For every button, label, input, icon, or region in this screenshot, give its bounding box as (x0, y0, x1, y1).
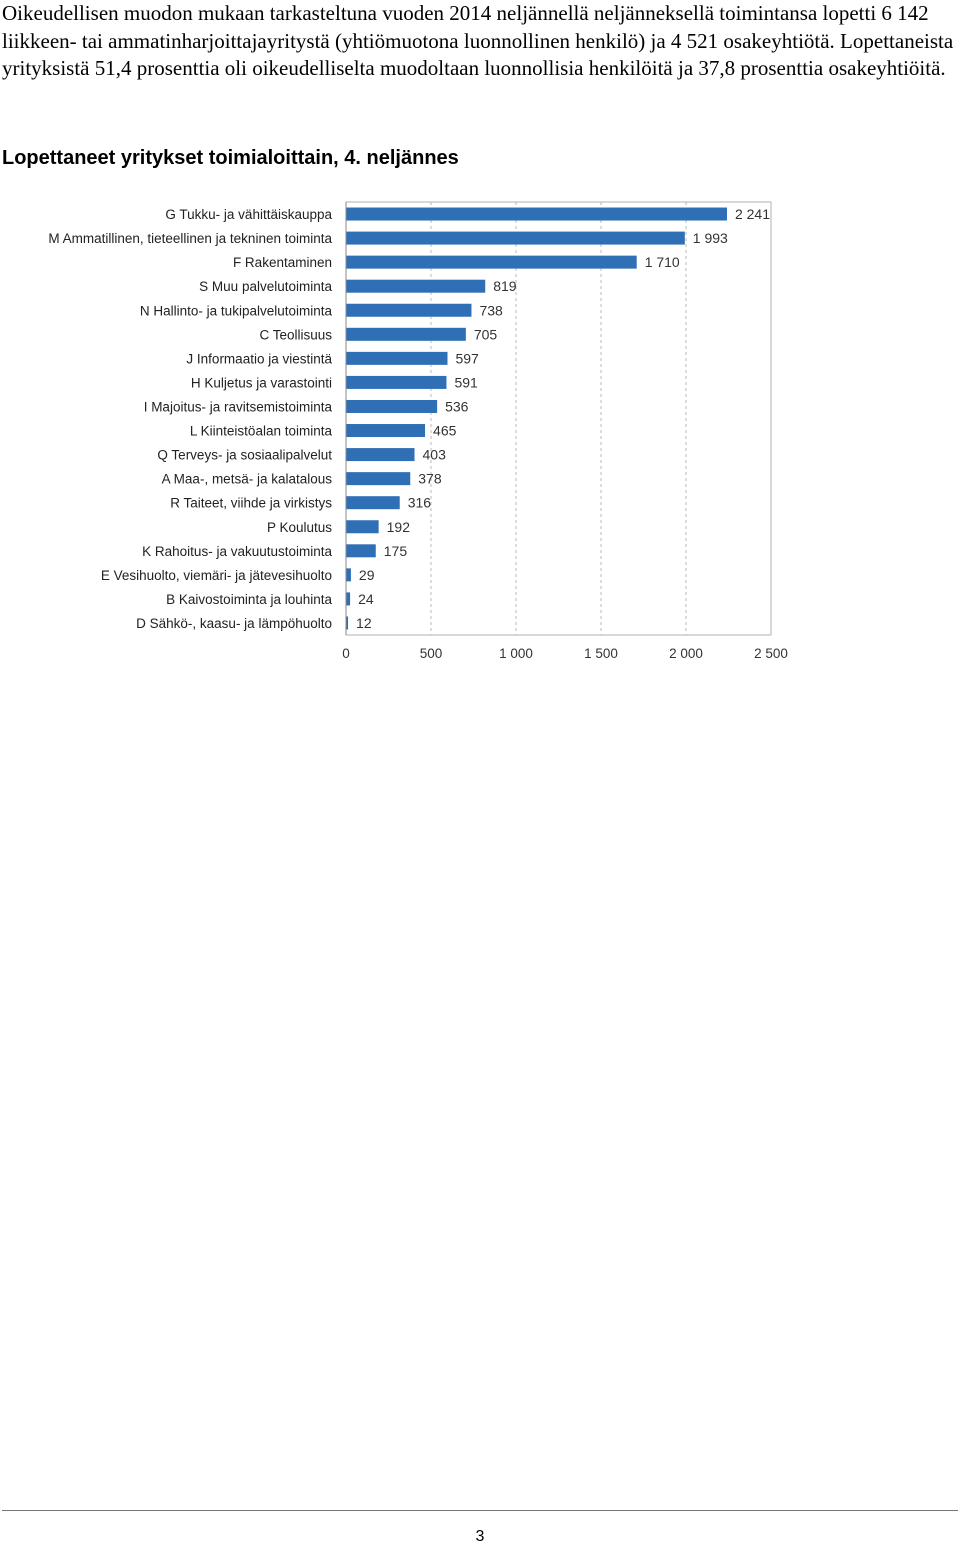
bar (346, 303, 472, 317)
x-tick-label: 0 (342, 646, 350, 661)
x-tick-label: 1 000 (499, 646, 533, 661)
category-label: P Koulutus (267, 520, 332, 535)
category-label: M Ammatillinen, tieteellinen ja tekninen… (48, 231, 332, 246)
category-label: L Kiinteistöalan toiminta (190, 424, 333, 439)
bar (346, 207, 727, 221)
bar (346, 544, 376, 558)
category-label: C Teollisuus (259, 327, 332, 342)
category-label: B Kaivostoiminta ja louhinta (166, 592, 332, 607)
category-label: S Muu palvelutoiminta (199, 279, 332, 294)
category-label: N Hallinto- ja tukipalvelutoiminta (140, 303, 333, 318)
bar (346, 520, 379, 534)
category-label: R Taiteet, viihde ja virkistys (170, 496, 332, 511)
bar (346, 496, 400, 510)
bar (346, 255, 637, 269)
page-number: 3 (475, 1528, 485, 1545)
bar (346, 231, 685, 245)
data-label: 378 (418, 471, 442, 487)
data-label: 819 (493, 278, 517, 294)
data-label: 192 (387, 519, 411, 535)
footer-divider (2, 1510, 958, 1511)
bar (346, 448, 415, 462)
category-label: I Majoitus- ja ravitsemistoiminta (144, 399, 333, 414)
bar (346, 472, 411, 486)
bar (346, 327, 466, 341)
intro-paragraph: Oikeudellisen muodon mukaan tarkasteltun… (2, 1, 954, 80)
bar (346, 568, 351, 582)
category-label: J Informaatio ja viestintä (186, 351, 332, 366)
x-tick-label: 1 500 (584, 646, 618, 661)
data-label: 738 (479, 302, 503, 318)
data-label: 705 (474, 326, 498, 342)
data-label: 465 (433, 423, 457, 439)
bar (346, 279, 486, 293)
data-label: 175 (384, 543, 408, 559)
bar (346, 424, 426, 438)
bar (346, 616, 349, 630)
data-label: 316 (408, 495, 432, 511)
category-label: Q Terveys- ja sosiaalipalvelut (157, 448, 332, 463)
data-label: 1 710 (645, 254, 680, 270)
category-label: E Vesihuolto, viemäri- ja jätevesihuolto (101, 568, 332, 583)
data-label: 597 (455, 350, 479, 366)
plot-frame (345, 201, 772, 636)
category-label: G Tukku- ja vähittäiskauppa (165, 207, 332, 222)
data-label: 12 (356, 615, 372, 631)
bar (346, 399, 438, 413)
data-label: 24 (358, 591, 374, 607)
data-label: 591 (454, 374, 478, 390)
x-tick-label: 2 000 (669, 646, 703, 661)
data-label: 403 (423, 447, 447, 463)
category-label: F Rakentaminen (233, 255, 332, 270)
x-tick-label: 2 500 (754, 646, 788, 661)
category-label: A Maa-, metsä- ja kalatalous (162, 472, 333, 487)
bar (346, 351, 448, 365)
bar (346, 592, 351, 606)
data-label: 1 993 (693, 230, 728, 246)
data-label: 2 241 (735, 206, 770, 222)
chart-heading: Lopettaneet yritykset toimialoittain, 4.… (2, 147, 459, 169)
bar (346, 375, 447, 389)
bar-chart: 0 500 1 000 1 500 2 000 2 500 G Tukku- ja vähi… (48, 201, 788, 661)
category-label: K Rahoitus- ja vakuutustoiminta (142, 544, 332, 559)
x-tick-label: 500 (420, 646, 443, 661)
category-label: H Kuljetus ja varastointi (191, 375, 332, 390)
data-label: 29 (359, 567, 375, 583)
category-label: D Sähkö-, kaasu- ja lämpöhuolto (136, 616, 332, 631)
data-label: 536 (445, 398, 469, 414)
